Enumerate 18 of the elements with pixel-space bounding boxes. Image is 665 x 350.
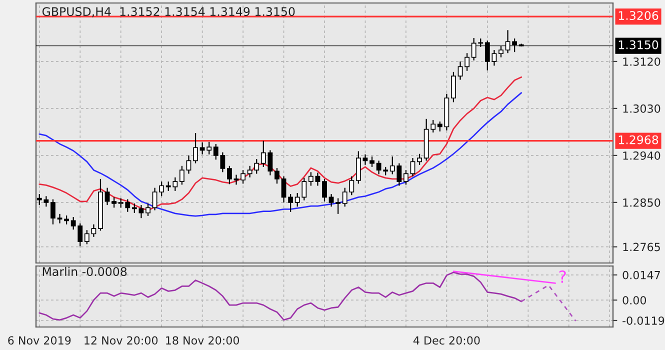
ref-line-label: 1.2968 <box>618 135 658 144</box>
y-tick-label: 0.00 <box>622 296 646 304</box>
y-tick-label: 1.2765 <box>623 242 660 252</box>
x-tick-label: 12 Nov 20:00 <box>84 336 158 345</box>
ref-line-label: 1.3206 <box>618 11 658 20</box>
annotation: ? <box>559 270 566 283</box>
x-tick-label: 6 Nov 2019 <box>8 336 71 345</box>
y-tick-label: 1.2940 <box>623 151 660 160</box>
chart-title: GBPUSD,H4 1.3152 1.3154 1.3149 1.3150 <box>42 7 295 18</box>
ref-line-label: 1.3150 <box>618 40 658 50</box>
y-tick-label: 1.3120 <box>623 57 660 66</box>
y-tick-label: 0.0147 <box>622 270 660 280</box>
chart-title: Marlin -0.0008 <box>42 266 127 276</box>
x-tick-label: 18 Nov 20:00 <box>166 336 240 345</box>
y-tick-label: 1.3030 <box>623 104 660 113</box>
y-tick-label: -0.0119 <box>622 316 664 325</box>
y-tick-label: 1.2850 <box>623 198 660 207</box>
x-tick-label: 4 Dec 20:00 <box>413 336 480 345</box>
